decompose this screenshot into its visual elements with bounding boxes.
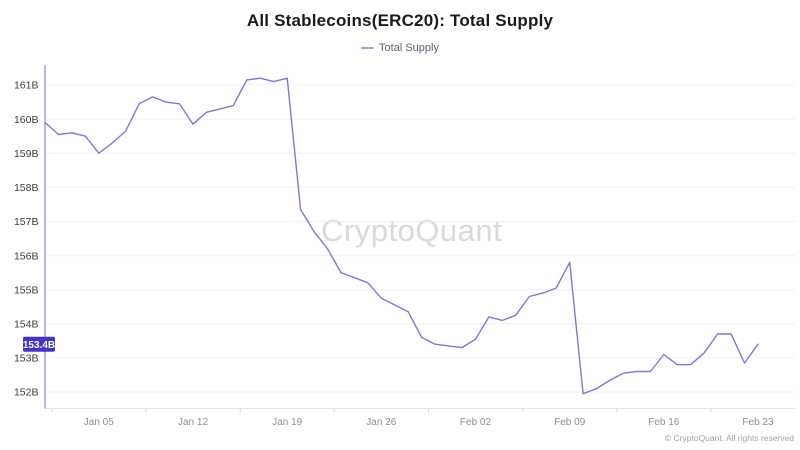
- y-axis-label: 155B: [14, 284, 39, 296]
- y-axis-label: 159B: [14, 148, 39, 160]
- y-axis-label: 153B: [14, 353, 39, 365]
- x-axis-label: Feb 16: [648, 417, 680, 428]
- x-axis-label: Jan 26: [366, 417, 396, 428]
- series-line-total-supply: [44, 77, 759, 395]
- y-axis-label: 157B: [14, 216, 39, 228]
- y-axis-label: 156B: [14, 250, 39, 262]
- x-axis-label: Feb 23: [742, 417, 774, 428]
- y-axis-label: 158B: [14, 182, 39, 194]
- y-axis-label: 154B: [14, 319, 39, 331]
- x-axis-label: Feb 09: [554, 417, 586, 428]
- watermark: CryptoQuant: [321, 213, 503, 248]
- last-value-badge-label: 153.4B: [23, 340, 55, 351]
- y-axis-label: 161B: [14, 80, 39, 92]
- x-axis-label: Jan 12: [178, 417, 208, 428]
- last-value-badge: [23, 336, 55, 352]
- y-axis-label: 152B: [14, 387, 39, 399]
- chart-title: All Stablecoins(ERC20): Total Supply: [246, 11, 554, 30]
- legend-item-total-supply[interactable]: Total Supply: [0, 41, 800, 55]
- legend-label: Total Supply: [379, 42, 439, 54]
- y-axis-label: 160B: [14, 114, 39, 126]
- copyright-text: © CryptoQuant. All rights reserved: [664, 433, 794, 443]
- x-axis-label: Jan 19: [272, 417, 302, 428]
- x-axis-label: Feb 02: [460, 417, 492, 428]
- x-axis-label: Jan 05: [84, 417, 114, 428]
- legend-line-icon: [361, 46, 375, 50]
